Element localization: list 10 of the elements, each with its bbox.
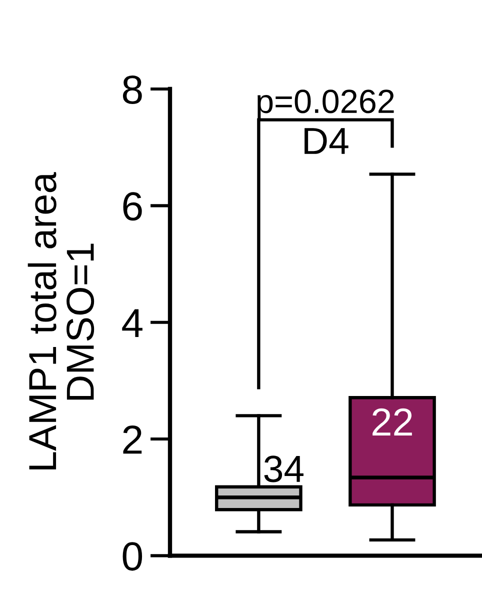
- annotation: 22: [372, 408, 412, 436]
- y-axis-title: LAMP1 total area DMSO=1: [28, 172, 94, 470]
- y-tick-label: 4: [122, 309, 142, 337]
- y-tick-label: 8: [122, 75, 142, 104]
- annotation: 34: [264, 456, 304, 482]
- annotation: D4: [304, 128, 348, 154]
- y-tick-label: 6: [123, 192, 142, 221]
- annotation: p=0.0262: [258, 90, 394, 120]
- y-tick-label: 0: [122, 542, 142, 571]
- y-tick-label: 2: [123, 425, 142, 454]
